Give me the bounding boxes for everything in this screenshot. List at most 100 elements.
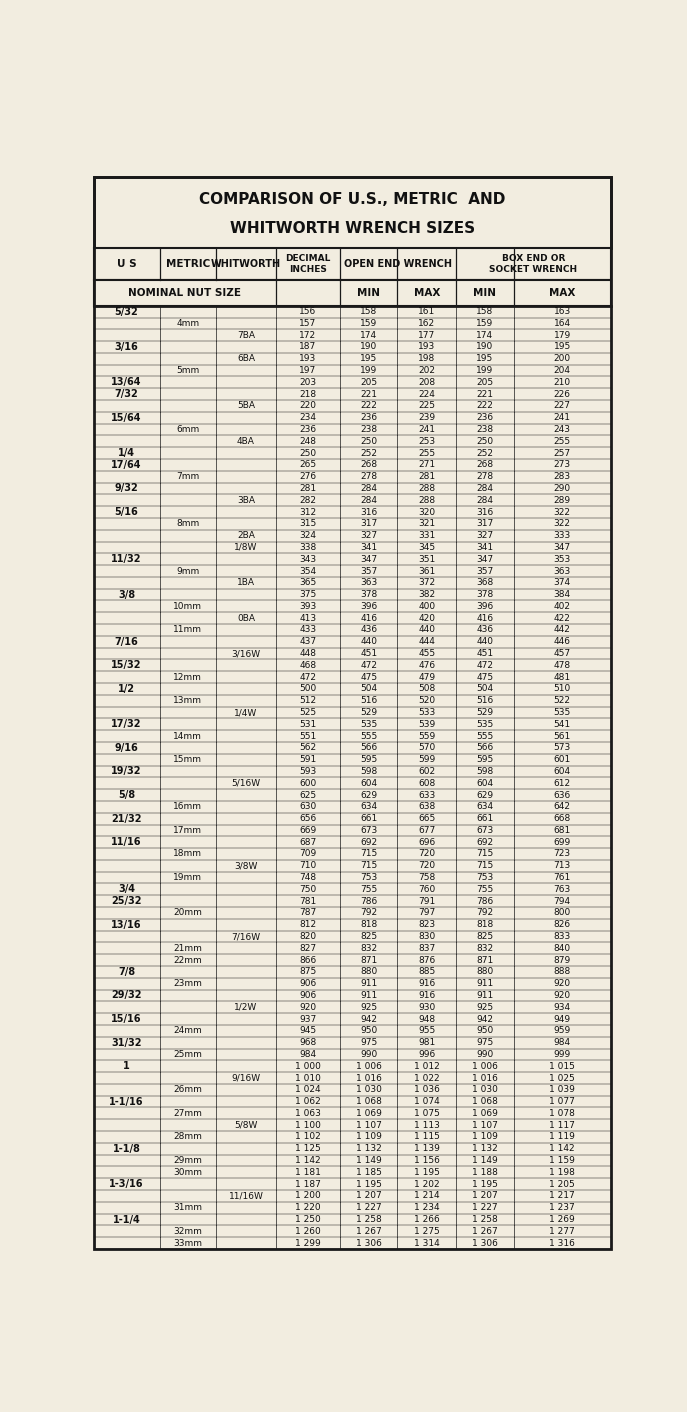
Text: 1 077: 1 077	[549, 1097, 575, 1106]
Text: 11/16: 11/16	[111, 837, 142, 847]
Text: 634: 634	[360, 802, 377, 812]
Text: 199: 199	[476, 366, 494, 376]
Text: 561: 561	[554, 731, 571, 740]
Text: 562: 562	[300, 743, 317, 753]
Text: 433: 433	[300, 626, 317, 634]
Text: 510: 510	[554, 685, 571, 693]
Text: 830: 830	[418, 932, 436, 940]
Text: 761: 761	[554, 873, 571, 882]
Text: 177: 177	[418, 330, 436, 340]
Text: 20mm: 20mm	[173, 908, 202, 918]
Text: 29/32: 29/32	[111, 990, 142, 1001]
Text: 1 132: 1 132	[472, 1144, 498, 1154]
Text: 200: 200	[554, 354, 571, 363]
Text: 602: 602	[418, 767, 436, 777]
Text: 4mm: 4mm	[177, 319, 199, 328]
Text: 322: 322	[554, 507, 571, 517]
Text: 3/16W: 3/16W	[232, 650, 260, 658]
Text: 559: 559	[418, 731, 436, 740]
Text: 17/32: 17/32	[111, 719, 142, 729]
Text: 284: 284	[477, 484, 493, 493]
Text: 570: 570	[418, 743, 436, 753]
Text: 692: 692	[477, 837, 493, 847]
Text: 5/16W: 5/16W	[232, 779, 260, 788]
Text: 15/64: 15/64	[111, 412, 142, 422]
Text: 1 181: 1 181	[295, 1168, 321, 1176]
Text: 396: 396	[360, 602, 377, 611]
Bar	[93, 176, 611, 249]
Text: 14mm: 14mm	[173, 731, 202, 740]
Text: 832: 832	[360, 943, 377, 953]
Text: 7/8: 7/8	[118, 967, 135, 977]
Text: 520: 520	[418, 696, 436, 705]
Text: 871: 871	[476, 956, 494, 964]
Text: 197: 197	[300, 366, 317, 376]
Text: 934: 934	[554, 1003, 571, 1012]
Text: 812: 812	[300, 921, 317, 929]
Text: 1 024: 1 024	[295, 1086, 321, 1094]
Text: 193: 193	[300, 354, 317, 363]
Text: 876: 876	[418, 956, 436, 964]
Text: 906: 906	[300, 979, 317, 988]
Text: 195: 195	[476, 354, 494, 363]
Text: 1 109: 1 109	[356, 1132, 382, 1141]
Text: 692: 692	[360, 837, 377, 847]
Text: 481: 481	[554, 672, 571, 682]
Text: 238: 238	[477, 425, 493, 433]
Text: 1 267: 1 267	[356, 1227, 381, 1236]
Text: 341: 341	[477, 544, 493, 552]
Text: 284: 284	[360, 496, 377, 504]
Text: 1 187: 1 187	[295, 1179, 321, 1189]
Text: 1 006: 1 006	[472, 1062, 498, 1070]
Text: 633: 633	[418, 791, 436, 799]
Text: 604: 604	[477, 779, 493, 788]
Text: 916: 916	[418, 979, 436, 988]
Text: 378: 378	[476, 590, 494, 599]
Text: 278: 278	[477, 472, 493, 481]
Text: 750: 750	[300, 885, 317, 894]
Text: 347: 347	[360, 555, 377, 563]
Text: 400: 400	[418, 602, 436, 611]
Text: 916: 916	[418, 991, 436, 1000]
Text: 268: 268	[477, 460, 493, 469]
Text: 1 306: 1 306	[472, 1238, 498, 1248]
Text: 715: 715	[360, 861, 377, 870]
Text: 382: 382	[418, 590, 436, 599]
Text: 7mm: 7mm	[176, 472, 199, 481]
Text: 221: 221	[477, 390, 493, 398]
Text: 573: 573	[554, 743, 571, 753]
Text: 1-1/4: 1-1/4	[113, 1214, 140, 1224]
Text: 159: 159	[476, 319, 494, 328]
Text: 535: 535	[476, 720, 494, 729]
Text: 1 068: 1 068	[356, 1097, 382, 1106]
Text: 1-3/16: 1-3/16	[109, 1179, 144, 1189]
Text: 250: 250	[360, 436, 377, 446]
Text: 33mm: 33mm	[173, 1238, 202, 1248]
Text: 1 125: 1 125	[295, 1144, 321, 1154]
Text: 715: 715	[476, 861, 494, 870]
Text: 31mm: 31mm	[173, 1203, 202, 1213]
Text: 28mm: 28mm	[173, 1132, 202, 1141]
Text: 198: 198	[418, 354, 436, 363]
Text: 1 100: 1 100	[295, 1121, 321, 1130]
Text: 512: 512	[300, 696, 317, 705]
Text: 786: 786	[476, 897, 494, 905]
Text: 253: 253	[418, 436, 436, 446]
Text: 257: 257	[554, 449, 571, 457]
Text: 1 269: 1 269	[549, 1214, 575, 1224]
Text: 1 159: 1 159	[549, 1156, 575, 1165]
Text: 205: 205	[477, 378, 493, 387]
Text: 920: 920	[554, 991, 571, 1000]
Text: 312: 312	[300, 507, 317, 517]
Text: 322: 322	[554, 520, 571, 528]
Text: 472: 472	[300, 672, 317, 682]
Text: 1 314: 1 314	[414, 1238, 440, 1248]
Text: 1 012: 1 012	[414, 1062, 440, 1070]
Text: 281: 281	[418, 472, 436, 481]
Text: 832: 832	[477, 943, 493, 953]
Text: 1 299: 1 299	[295, 1238, 321, 1248]
Text: 1 074: 1 074	[414, 1097, 440, 1106]
Text: 710: 710	[300, 861, 317, 870]
Text: 21/32: 21/32	[111, 813, 142, 823]
Text: 1BA: 1BA	[237, 579, 255, 587]
